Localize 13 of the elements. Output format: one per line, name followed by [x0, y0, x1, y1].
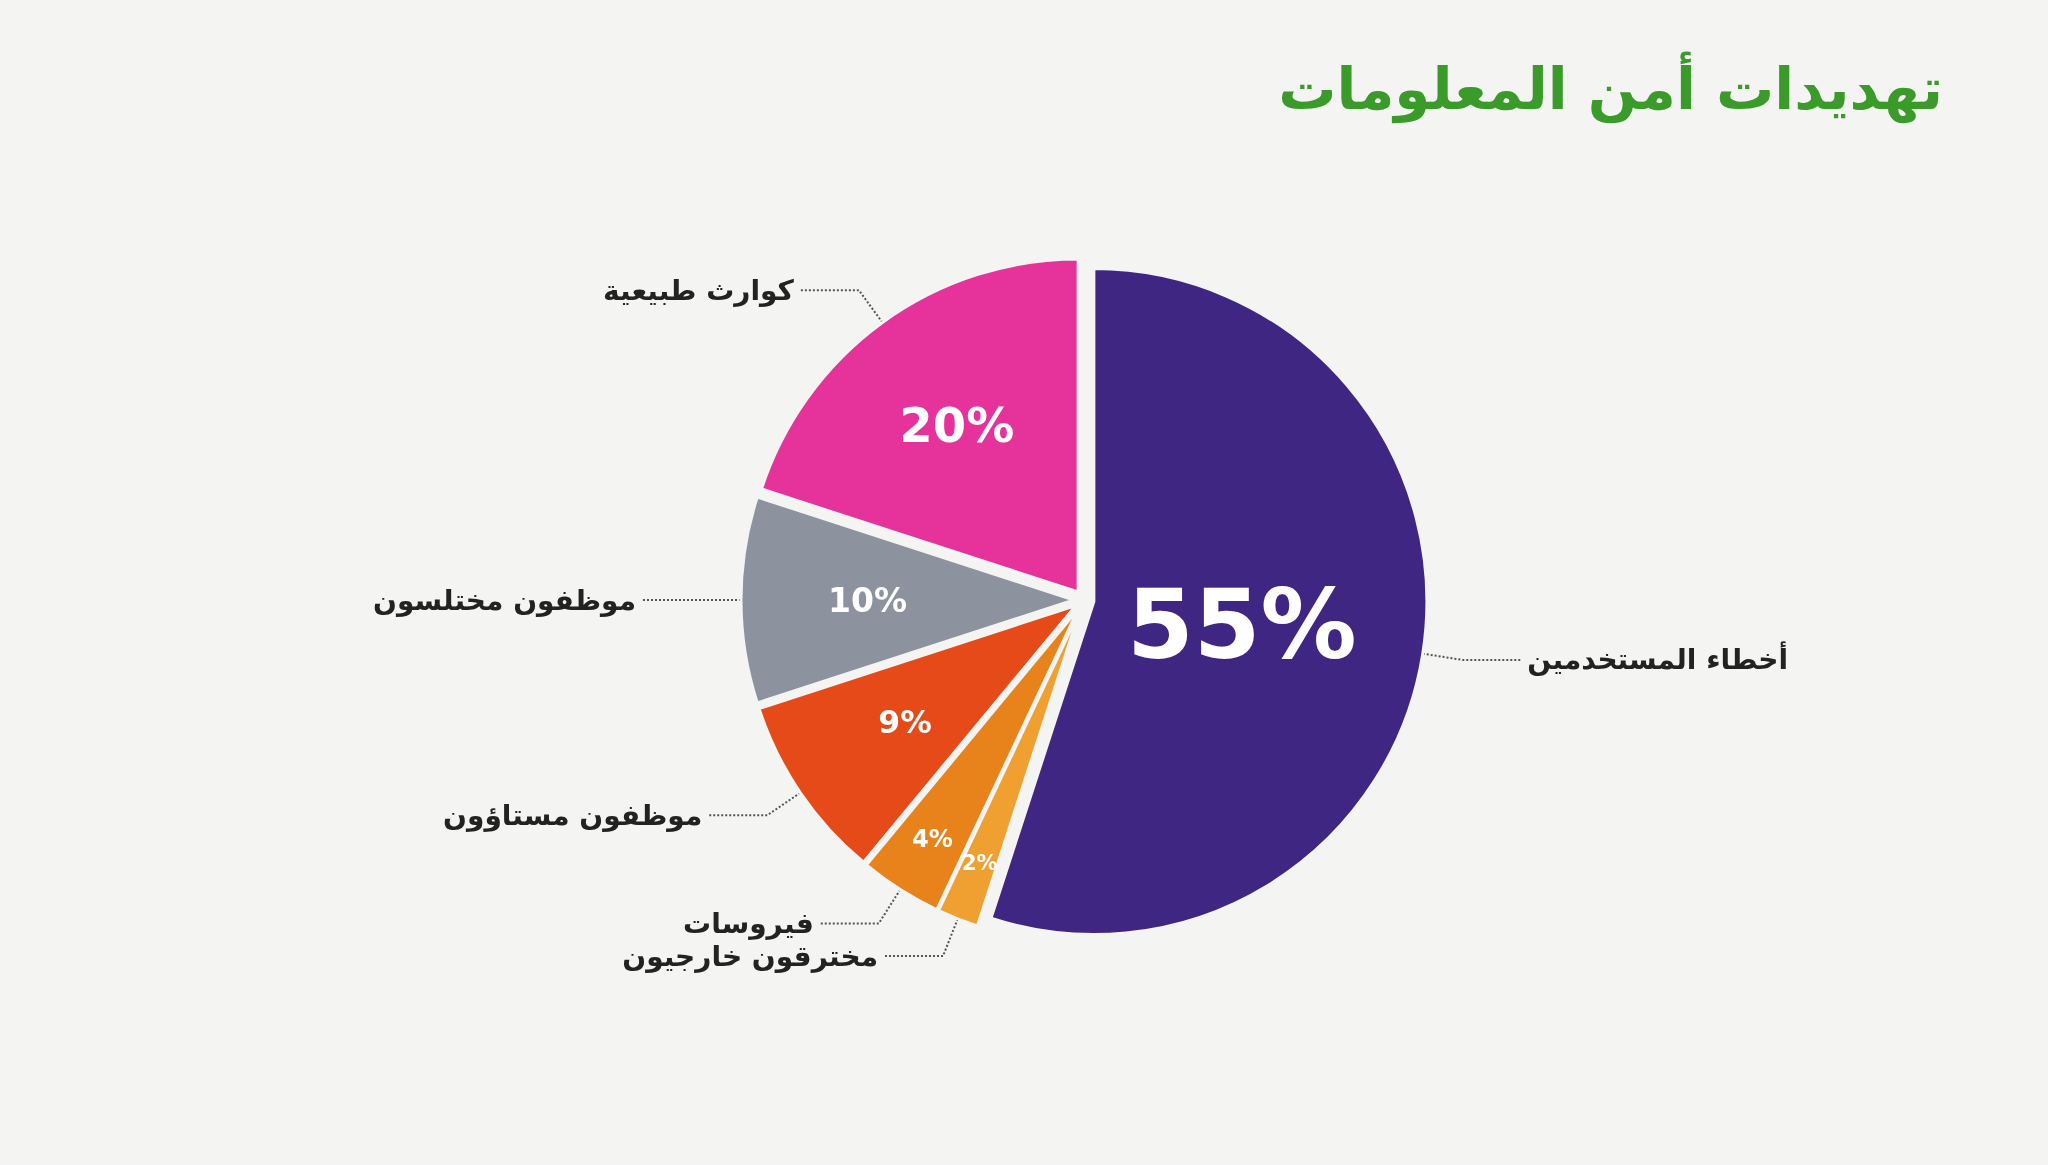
- data-label: 9%: [878, 703, 932, 740]
- slice-label: أخطاء المستخدمين: [1527, 641, 1789, 677]
- data-label: 4%: [911, 825, 953, 853]
- data-label: 2%: [961, 851, 998, 876]
- data-label: 55%: [1126, 569, 1357, 682]
- slice-label: كوارث طبيعية: [602, 273, 795, 307]
- data-label: 20%: [899, 396, 1015, 453]
- slice-label: فيروسات: [683, 906, 814, 940]
- slice-label: موظفون مستاؤون: [443, 798, 703, 832]
- slice-label: موظفون مختلسون: [373, 583, 636, 617]
- chart-title: تهديدات أمن المعلومات: [1278, 51, 1944, 124]
- data-label: 10%: [828, 580, 908, 620]
- slice-label: مخترقون خارجيون: [622, 939, 879, 973]
